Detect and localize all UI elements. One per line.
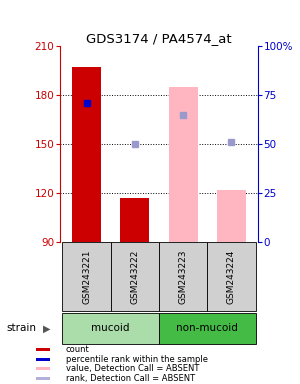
Title: GDS3174 / PA4574_at: GDS3174 / PA4574_at [86, 32, 232, 45]
Text: non-mucoid: non-mucoid [176, 323, 238, 333]
Bar [62, 242, 111, 311]
Bar [36, 358, 50, 361]
Bar [159, 313, 256, 344]
Text: GSM243221: GSM243221 [82, 249, 91, 304]
Bar [120, 198, 149, 242]
Text: rank, Detection Call = ABSENT: rank, Detection Call = ABSENT [66, 374, 195, 383]
Bar [62, 313, 159, 344]
Bar [36, 348, 50, 351]
Bar [207, 242, 256, 311]
Text: GSM243223: GSM243223 [178, 249, 188, 304]
Text: strain: strain [6, 323, 36, 333]
Bar [36, 377, 50, 380]
Bar [72, 67, 101, 242]
Text: mucoid: mucoid [92, 323, 130, 333]
Text: value, Detection Call = ABSENT: value, Detection Call = ABSENT [66, 364, 200, 373]
Bar [159, 242, 207, 311]
Bar [217, 190, 246, 242]
Bar [111, 242, 159, 311]
Text: ▶: ▶ [43, 323, 50, 333]
Bar [36, 367, 50, 370]
Text: GSM243222: GSM243222 [130, 249, 140, 304]
Text: GSM243224: GSM243224 [227, 249, 236, 304]
Bar [169, 87, 198, 242]
Text: percentile rank within the sample: percentile rank within the sample [66, 354, 208, 364]
Text: count: count [66, 345, 90, 354]
